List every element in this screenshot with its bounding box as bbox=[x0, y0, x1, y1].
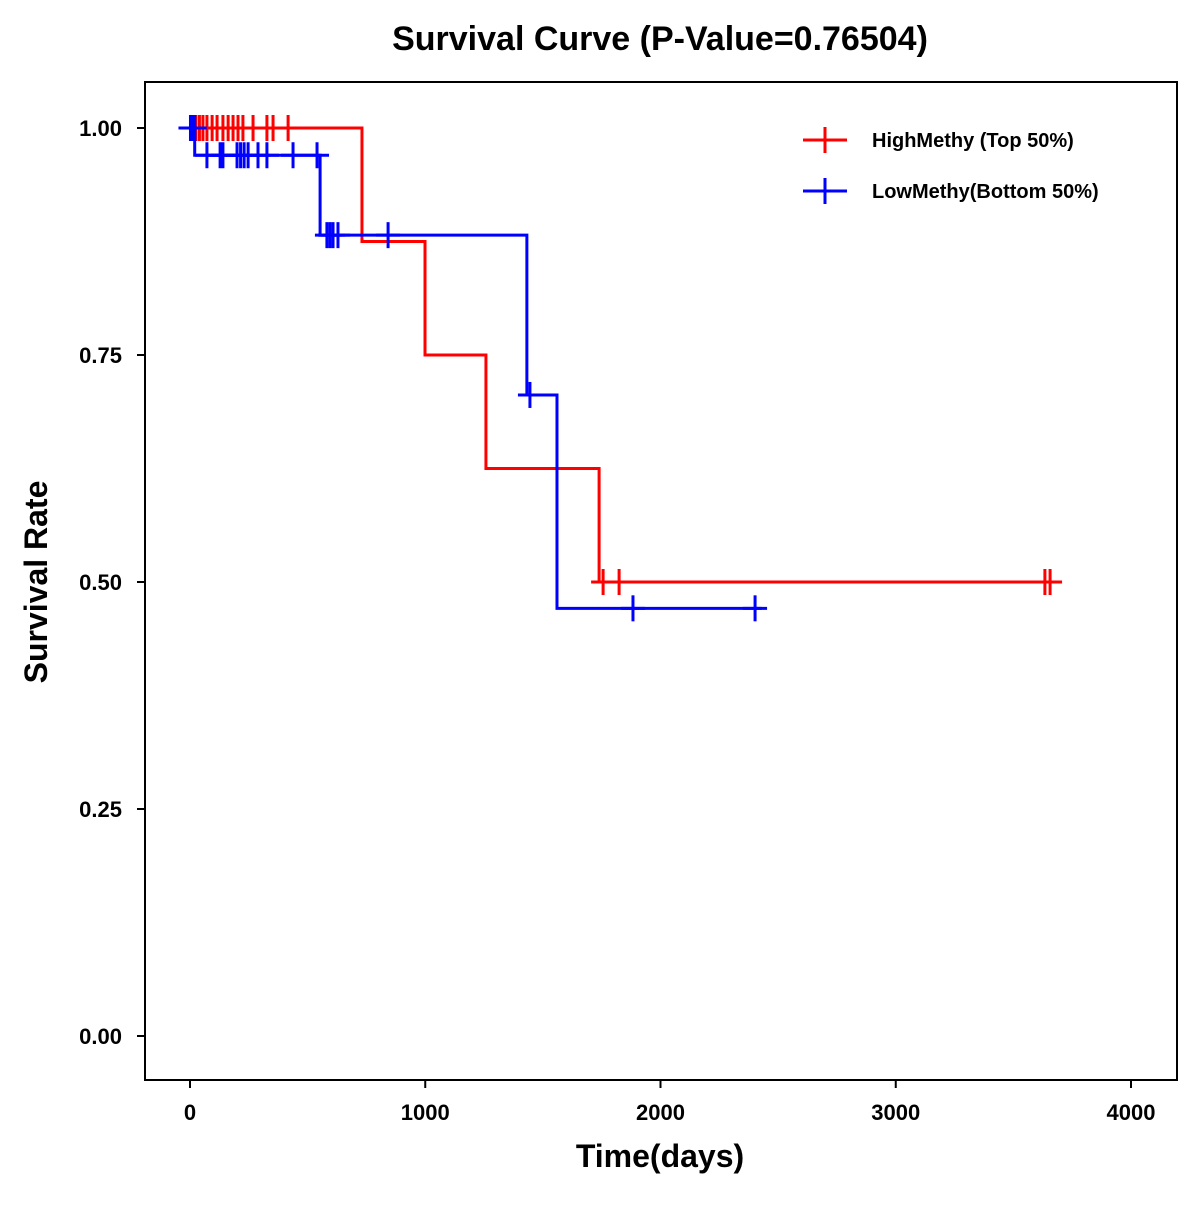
legend-label: LowMethy(Bottom 50%) bbox=[872, 181, 1099, 203]
chart-title: Survival Curve (P-Value=0.76504) bbox=[392, 20, 928, 58]
y-axis: 0.00 0.25 0.50 0.75 1.00 bbox=[79, 116, 145, 1049]
y-tick-label: 0.50 bbox=[79, 570, 122, 595]
x-tick-label: 2000 bbox=[636, 1100, 685, 1125]
legend-label: HighMethy (Top 50%) bbox=[872, 130, 1074, 152]
y-tick-label: 1.00 bbox=[79, 116, 122, 141]
legend: HighMethy (Top 50%) LowMethy(Bottom 50%) bbox=[803, 127, 1099, 204]
x-tick-label: 4000 bbox=[1107, 1100, 1156, 1125]
survival-curve-low bbox=[190, 126, 762, 610]
survival-curve-high bbox=[190, 126, 1059, 584]
y-tick-label: 0.25 bbox=[79, 797, 122, 822]
curves bbox=[178, 115, 1063, 622]
y-tick-label: 0.00 bbox=[79, 1024, 122, 1049]
y-axis-label: Survival Rate bbox=[18, 481, 54, 684]
x-tick-label: 0 bbox=[184, 1100, 196, 1125]
x-axis: 0 1000 2000 3000 4000 bbox=[184, 1080, 1156, 1125]
y-tick-label: 0.75 bbox=[79, 343, 122, 368]
x-axis-label: Time(days) bbox=[576, 1138, 744, 1174]
x-tick-label: 1000 bbox=[401, 1100, 450, 1125]
x-tick-label: 3000 bbox=[871, 1100, 920, 1125]
